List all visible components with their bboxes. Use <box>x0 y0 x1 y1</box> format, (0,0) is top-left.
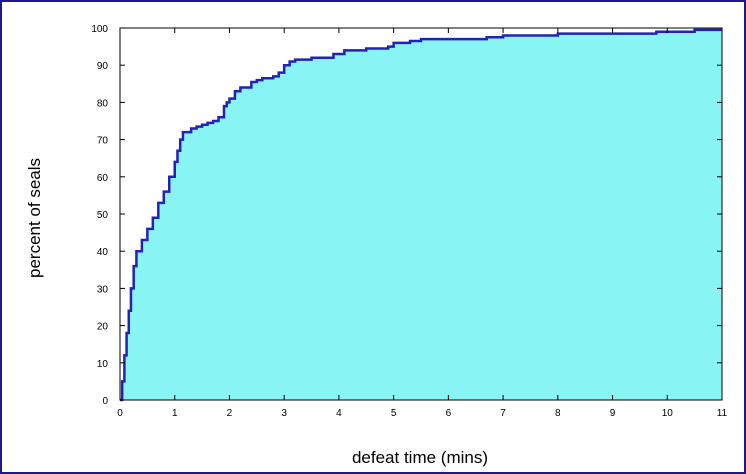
series-line <box>120 28 722 402</box>
x-tick-label: 3 <box>281 408 287 419</box>
x-tick-label: 5 <box>391 408 397 419</box>
x-tick-label: 2 <box>227 408 233 419</box>
y-axis-title: percent of seals <box>25 158 44 278</box>
x-tick-label: 10 <box>662 408 674 419</box>
x-tick-label: 1 <box>172 408 178 419</box>
x-tick-label: 6 <box>446 408 452 419</box>
series-area-fill <box>120 28 722 400</box>
x-axis-title: defeat time (mins) <box>352 448 488 467</box>
y-tick-label: 70 <box>97 136 109 147</box>
x-tick-label: 8 <box>555 408 561 419</box>
y-tick-label: 30 <box>97 284 109 295</box>
y-tick-label: 10 <box>97 359 109 370</box>
y-tick-label: 20 <box>97 322 109 333</box>
x-tick-label: 11 <box>717 408 728 419</box>
x-tick-label: 4 <box>336 408 342 419</box>
x-tick-label: 7 <box>500 408 506 419</box>
y-tick-label: 50 <box>97 210 109 221</box>
y-tick-label: 0 <box>102 396 108 407</box>
axes: 0 1 2 3 4 5 6 7 8 9 10 11 0 10 20 30 40 50 60 70 80 90 100 <box>91 24 727 419</box>
y-tick-label: 40 <box>97 247 109 258</box>
y-tick-label: 60 <box>97 173 109 184</box>
y-tick-label: 80 <box>97 98 109 109</box>
y-tick-label: 100 <box>91 24 108 35</box>
x-tick-label: 9 <box>610 408 616 419</box>
x-tick-label: 0 <box>117 408 123 419</box>
plot-area <box>120 28 722 402</box>
y-tick-label: 90 <box>97 61 109 72</box>
